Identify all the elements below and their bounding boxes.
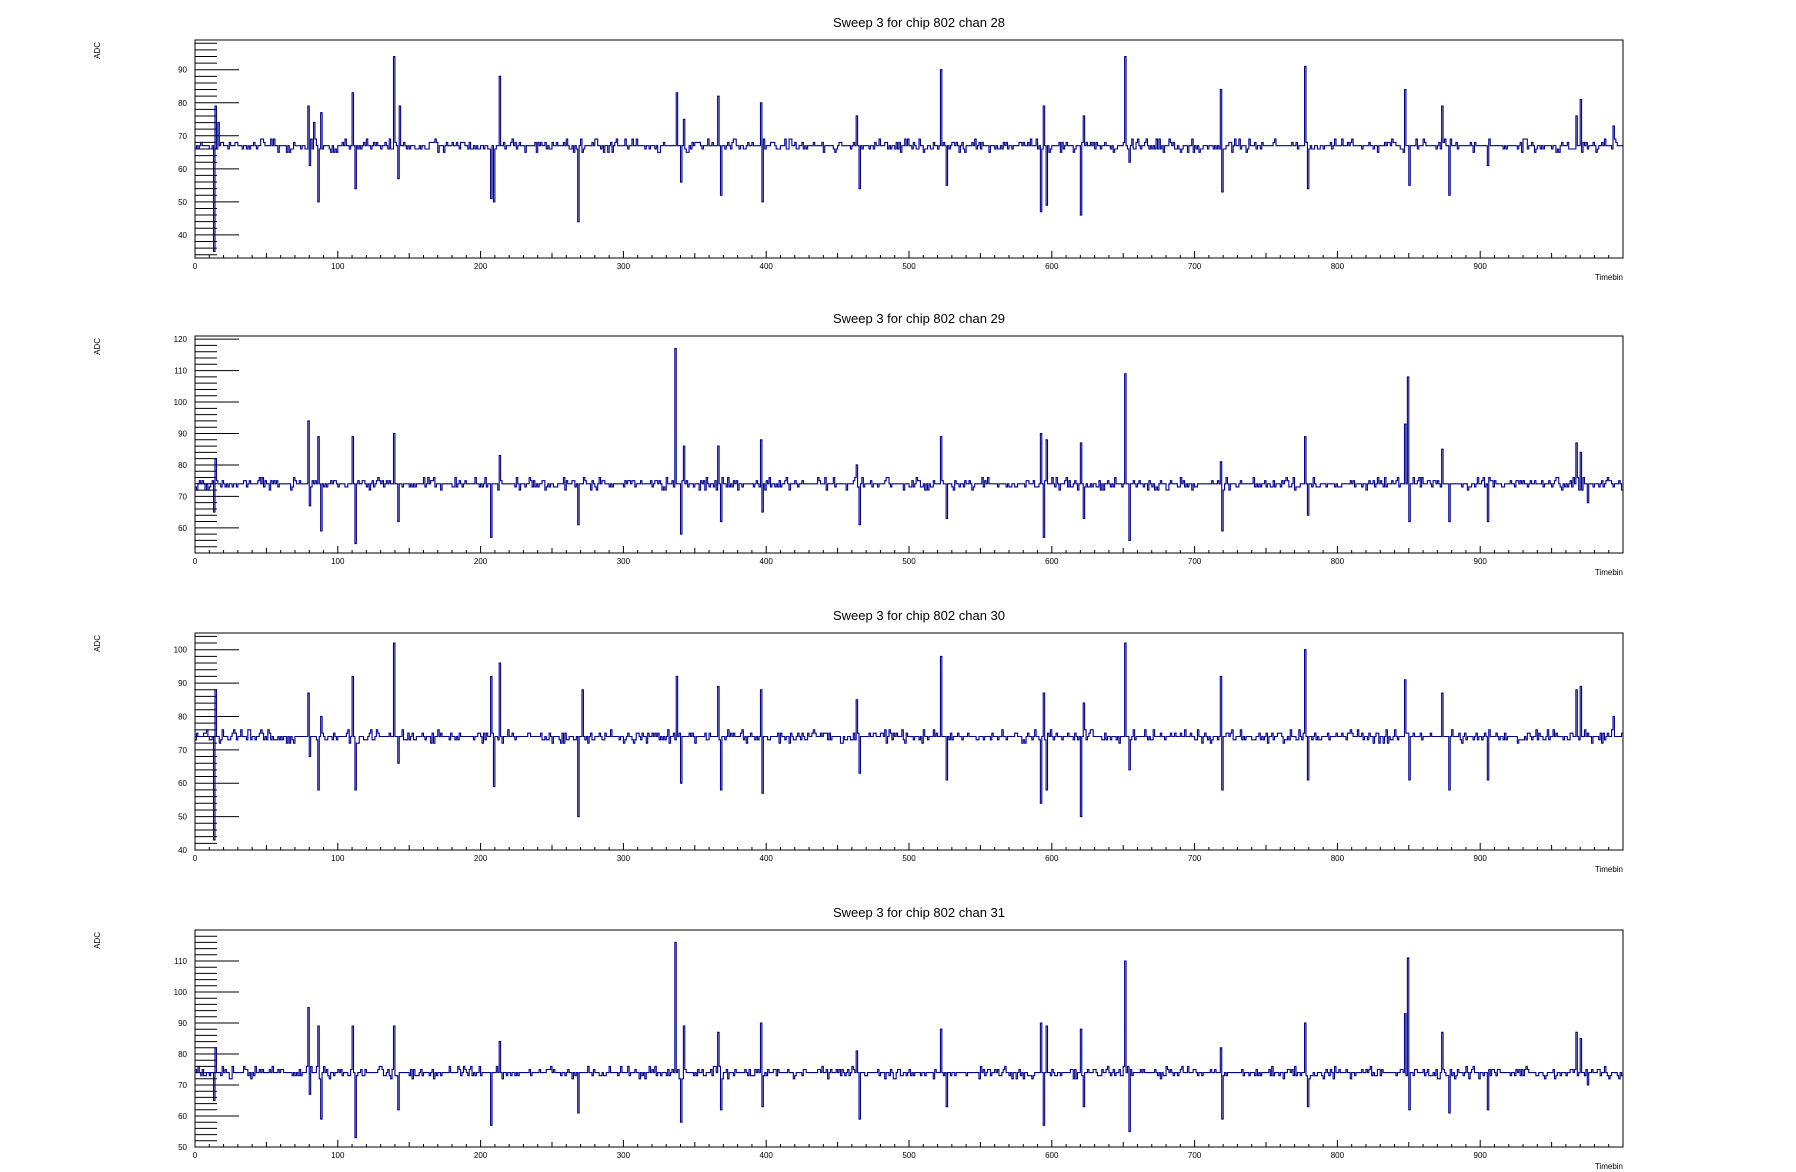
y-tick-label: 60 (178, 165, 187, 174)
x-tick-label: 700 (1188, 854, 1202, 863)
y-axis-label: ADC (93, 42, 102, 59)
x-tick-label: 0 (193, 854, 198, 863)
y-tick-label: 80 (178, 1050, 187, 1059)
y-tick-label: 50 (178, 813, 187, 822)
chart-title: Sweep 3 for chip 802 chan 29 (833, 311, 1005, 326)
x-tick-label: 0 (193, 557, 198, 566)
adc-trace (195, 642, 1623, 841)
x-tick-label: 0 (193, 262, 198, 271)
x-axis-label: Timebin (1595, 1162, 1623, 1171)
y-tick-label: 70 (178, 1081, 187, 1090)
y-tick-label: 90 (178, 66, 187, 75)
y-tick-label: 50 (178, 198, 187, 207)
x-tick-label: 600 (1045, 854, 1059, 863)
y-tick-label: 110 (174, 957, 187, 966)
x-tick-label: 900 (1474, 854, 1488, 863)
x-tick-label: 400 (760, 262, 774, 271)
x-tick-label: 500 (902, 262, 916, 271)
y-tick-label: 100 (174, 988, 188, 997)
x-tick-label: 600 (1045, 1151, 1059, 1160)
x-tick-label: 700 (1188, 557, 1202, 566)
x-tick-label: 800 (1331, 1151, 1345, 1160)
y-tick-label: 100 (174, 398, 188, 407)
x-tick-label: 300 (617, 1151, 631, 1160)
chart-panel-1: Sweep 3 for chip 802 chan 28 ADC Timebin 0 1… (93, 15, 1624, 282)
y-tick-label: 40 (178, 846, 187, 855)
x-tick-label: 900 (1474, 262, 1488, 271)
x-tick-label: 200 (474, 557, 488, 566)
x-tick-label: 600 (1045, 262, 1059, 271)
y-tick-label: 90 (178, 429, 187, 438)
x-tick-label: 300 (617, 262, 631, 271)
y-tick-label: 100 (174, 646, 188, 655)
x-tick-label: 500 (902, 854, 916, 863)
y-tick-label: 70 (178, 746, 187, 755)
x-tick-label: 300 (617, 557, 631, 566)
x-tick-label: 200 (474, 854, 488, 863)
adc-trace (195, 348, 1623, 545)
y-tick-label: 120 (174, 335, 188, 344)
x-tick-label: 800 (1331, 557, 1345, 566)
chart-title: Sweep 3 for chip 802 chan 28 (833, 15, 1005, 30)
x-tick-label: 800 (1331, 262, 1345, 271)
adc-trace (195, 941, 1623, 1139)
y-tick-label: 70 (178, 492, 187, 501)
x-tick-label: 600 (1045, 557, 1059, 566)
x-axis-label: Timebin (1595, 273, 1623, 282)
x-tick-label: 300 (617, 854, 631, 863)
y-tick-label: 60 (178, 1112, 187, 1121)
chart-panel-3: Sweep 3 for chip 802 chan 30 ADC Timebin 0 1… (93, 608, 1624, 874)
y-tick-label: 60 (178, 524, 187, 533)
y-axis-label: ADC (93, 635, 102, 652)
x-tick-label: 100 (331, 1151, 345, 1160)
x-tick-label: 500 (902, 1151, 916, 1160)
x-tick-label: 900 (1474, 557, 1488, 566)
x-tick-label: 100 (331, 557, 345, 566)
y-tick-label: 80 (178, 712, 187, 721)
y-tick-label: 90 (178, 679, 187, 688)
y-tick-label: 70 (178, 132, 187, 141)
chart-panel-2: Sweep 3 for chip 802 chan 29 ADC Timebin 0 1… (93, 311, 1624, 577)
x-tick-label: 900 (1474, 1151, 1488, 1160)
x-tick-label: 100 (331, 854, 345, 863)
x-axis-label: Timebin (1595, 865, 1623, 874)
y-axis-label: ADC (93, 338, 102, 355)
x-tick-label: 0 (193, 1151, 198, 1160)
x-tick-label: 400 (760, 557, 774, 566)
y-tick-label: 40 (178, 231, 187, 240)
chart-title: Sweep 3 for chip 802 chan 31 (833, 905, 1005, 920)
y-tick-label: 80 (178, 99, 187, 108)
x-tick-label: 800 (1331, 854, 1345, 863)
x-tick-label: 200 (474, 1151, 488, 1160)
chart-panel-4: Sweep 3 for chip 802 chan 31 ADC Timebin 0 1… (93, 905, 1624, 1171)
adc-trace (195, 55, 1623, 252)
y-axis-label: ADC (93, 932, 102, 949)
x-tick-label: 700 (1188, 1151, 1202, 1160)
chart-title: Sweep 3 for chip 802 chan 30 (833, 608, 1005, 623)
x-tick-label: 400 (760, 854, 774, 863)
x-tick-label: 700 (1188, 262, 1202, 271)
x-tick-label: 400 (760, 1151, 774, 1160)
x-axis-label: Timebin (1595, 568, 1623, 577)
y-tick-label: 90 (178, 1019, 187, 1028)
y-tick-label: 60 (178, 779, 187, 788)
y-tick-label: 80 (178, 461, 187, 470)
x-tick-label: 100 (331, 262, 345, 271)
x-tick-label: 500 (902, 557, 916, 566)
y-tick-label: 110 (174, 367, 187, 376)
y-tick-label: 50 (178, 1143, 187, 1152)
x-tick-label: 200 (474, 262, 488, 271)
